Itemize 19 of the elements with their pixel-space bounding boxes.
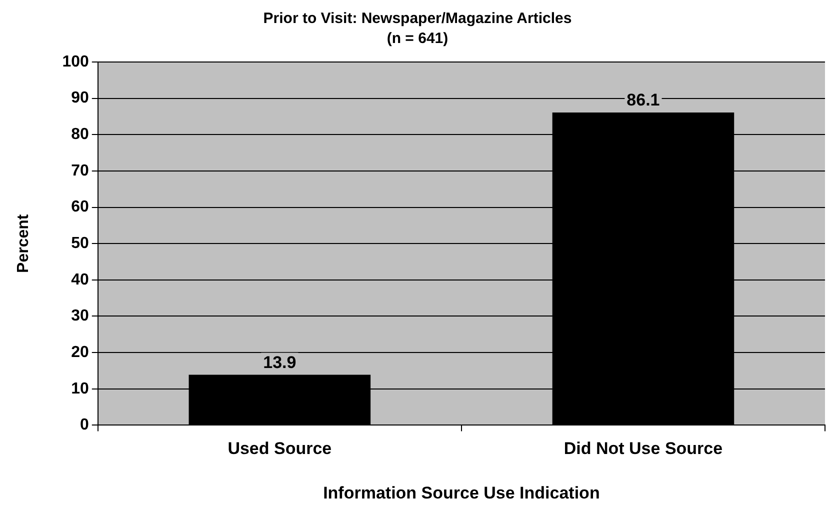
data-label: 13.9 xyxy=(263,352,296,372)
y-tick-label: 40 xyxy=(71,271,89,288)
y-tick-label: 30 xyxy=(71,308,89,325)
chart-subtitle: (n = 641) xyxy=(386,30,448,48)
y-tick-label: 10 xyxy=(71,380,89,398)
y-tick-label: 70 xyxy=(71,162,89,180)
x-axis-title: Information Source Use Indication xyxy=(323,483,600,502)
x-tick-label: Used Source xyxy=(228,439,332,458)
y-tick-label: 80 xyxy=(71,126,89,144)
data-label: 86.1 xyxy=(626,90,660,110)
y-tick-label: 100 xyxy=(62,53,89,70)
x-tick-label: Did Not Use Source xyxy=(564,439,723,458)
y-tick-label: 20 xyxy=(71,344,89,361)
y-tick-label: 0 xyxy=(80,416,89,434)
chart-title: Prior to Visit: Newspaper/Magazine Articles xyxy=(263,10,572,28)
y-tick-label: 60 xyxy=(71,198,89,216)
y-tick-label: 50 xyxy=(71,235,89,252)
y-axis-title: Percent xyxy=(15,214,32,273)
y-tick-label: 90 xyxy=(71,90,89,107)
